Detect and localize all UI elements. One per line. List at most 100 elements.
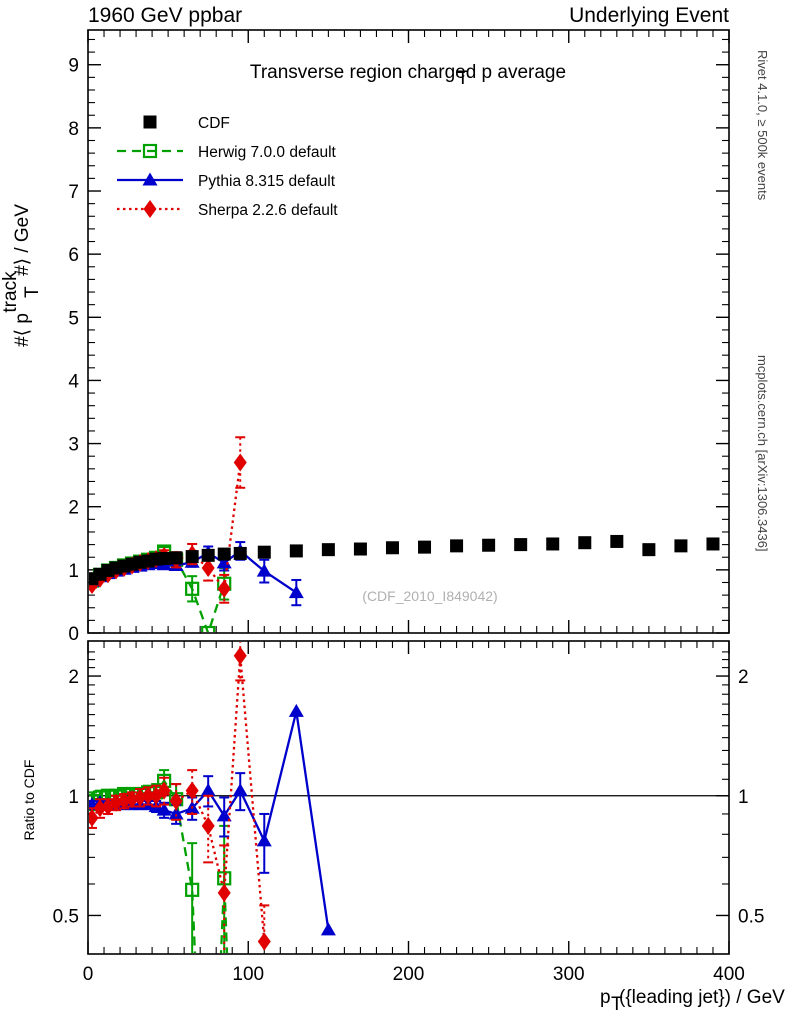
data-point [217, 547, 231, 561]
legend: CDF Herwig 7.0.0 default Pythia 8.315 defa… [117, 115, 338, 219]
data-point [256, 833, 272, 847]
y-tick-label: 5 [68, 308, 79, 329]
main-data-layer [89, 436, 720, 632]
main-ylabel-units: #⟩ / GeV [12, 204, 33, 276]
data-point [157, 551, 171, 565]
data-point [233, 453, 247, 472]
y-tick-label: 8 [68, 119, 79, 140]
data-point [320, 922, 336, 936]
legend-label: Sherpa 2.2.6 default [198, 202, 338, 219]
main-x-ticks [87, 30, 730, 633]
series-sherpa [89, 642, 271, 953]
x-tick-label: 100 [232, 964, 264, 985]
rivet-version-label: Rivet 4.1.0, ≥ 500k events [755, 50, 770, 201]
x-tick-label: 200 [393, 964, 425, 985]
data-point [482, 538, 496, 552]
ratio-y-tick-label-right: 0.5 [738, 906, 764, 927]
data-point [706, 537, 720, 551]
data-point [450, 539, 464, 553]
data-point [217, 579, 231, 598]
legend-marker [142, 172, 158, 186]
data-point [257, 932, 271, 951]
sidebar-annotations: Rivet 4.1.0, ≥ 500k events mcplots.cern.c… [755, 50, 770, 552]
data-point [321, 543, 335, 557]
ratio-y-tick-label: 2 [68, 667, 79, 688]
data-point [385, 541, 399, 555]
x-tick-label: 0 [83, 964, 94, 985]
series-cdf [89, 534, 720, 586]
data-point [141, 786, 155, 805]
data-point [216, 808, 232, 822]
data-point [185, 781, 199, 800]
x-axis-label: p T({leading jet}) / GeV [600, 987, 785, 1015]
data-point [125, 790, 139, 809]
ratio-y-tick-label-right: 2 [738, 667, 749, 688]
main-panel-frame [87, 29, 730, 634]
error-bar [151, 784, 162, 808]
y-tick-label: 1 [68, 561, 79, 582]
ratio-y-ticks: 0.5 0.5 1 1 2 2 [53, 651, 764, 927]
x-axis-label-subscript: T [611, 994, 623, 1015]
header-left-label: 1960 GeV ppbar [88, 4, 242, 27]
error-bar [171, 783, 182, 821]
y-tick-label: 2 [68, 498, 79, 519]
data-point [514, 538, 528, 552]
error-bar [187, 575, 198, 603]
y-tick-label: 7 [68, 182, 79, 203]
main-title-text: Transverse region charged p average [250, 62, 566, 83]
error-bar [259, 904, 270, 953]
series-pythia [89, 703, 336, 936]
data-point [232, 783, 248, 797]
header-right-label: Underlying Event [569, 4, 729, 27]
data-point [289, 544, 303, 558]
legend-label: CDF [198, 115, 230, 132]
y-tick-label: 3 [68, 435, 79, 456]
y-tick-label: 9 [68, 56, 79, 77]
main-ylabel-superscript: track [0, 271, 21, 313]
ratio-ylabel: Ratio to CDF [21, 760, 37, 841]
data-point [257, 545, 271, 559]
legend-entry: Pythia 8.315 default [117, 172, 336, 190]
ratio-panel-frame [87, 640, 730, 955]
data-point [674, 539, 688, 553]
error-bar [187, 842, 198, 953]
data-point [133, 788, 147, 807]
main-y-ticks: 1 2 3 4 5 6 7 8 9 0 [68, 38, 729, 645]
x-axis-label-rest: ({leading jet}) / GeV [619, 987, 785, 1008]
main-ylabel-subscript: T [22, 286, 43, 298]
ratio-x-ticks: 0 100 200 300 400 [83, 641, 745, 985]
data-point [546, 537, 560, 551]
error-bar [219, 844, 230, 953]
data-point [185, 581, 200, 596]
legend-marker [143, 200, 157, 218]
dataset-watermark: (CDF_2010_I849042) [362, 588, 497, 604]
ratio-data-layer [89, 642, 728, 953]
data-point [201, 625, 216, 632]
error-bar [187, 542, 198, 566]
data-point [642, 543, 656, 557]
legend-marker [143, 115, 157, 129]
legend-marker [142, 143, 158, 159]
x-tick-label: 300 [553, 964, 585, 985]
main-title-subscript: T [457, 68, 469, 89]
mcplots-reference-label: mcplots.cern.ch [arXiv:1306.3436] [755, 355, 770, 552]
main-ylabel-text: #⟨ p [12, 313, 33, 347]
data-point [185, 550, 199, 564]
legend-entry: Sherpa 2.2.6 default [117, 200, 338, 219]
legend-label: Pythia 8.315 default [198, 173, 336, 190]
data-point [233, 546, 247, 560]
data-point [93, 799, 107, 818]
error-bar [187, 769, 198, 815]
data-point [288, 703, 304, 717]
data-point [578, 536, 592, 550]
data-point [233, 646, 247, 665]
error-bar [235, 642, 246, 682]
x-axis-label-pt: p [600, 987, 611, 1008]
data-point [169, 792, 183, 811]
